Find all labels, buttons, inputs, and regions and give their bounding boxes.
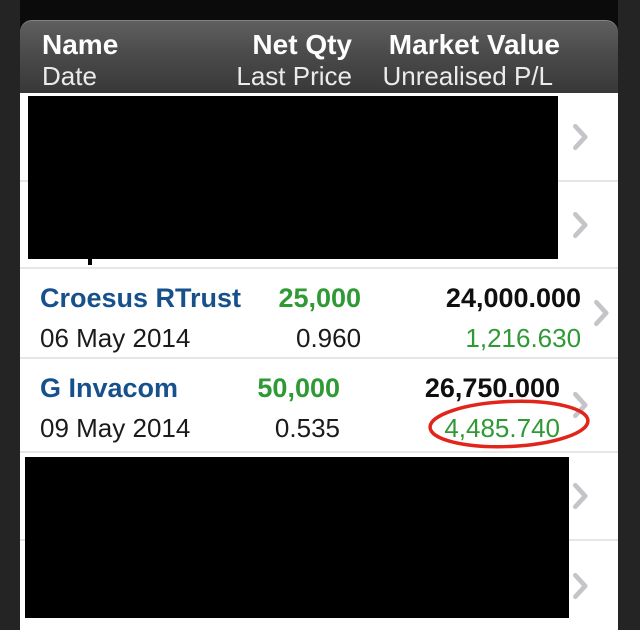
chevron-right-icon <box>573 482 588 510</box>
holding-date: 09 May 2014 <box>40 413 191 443</box>
holdings-list: Croesus RTrust 06 May 2014 25,000 0.960 … <box>20 93 618 630</box>
redaction-block-top <box>28 96 558 259</box>
table-header: Name Date Net Qty Last Price Market Valu… <box>20 20 618 93</box>
net-qty-value: 25,000 <box>278 283 362 313</box>
holding-name: G Invacom <box>40 373 179 403</box>
holding-row-croesus-rtrust[interactable]: Croesus RTrust 06 May 2014 25,000 0.960 … <box>20 269 618 359</box>
column-header-name: Name Date <box>42 28 220 93</box>
chevron-right-icon <box>573 391 588 419</box>
chevron-right-icon <box>573 572 588 599</box>
market-value: 24,000.000 <box>445 283 582 313</box>
net-qty-value: 50,000 <box>257 373 340 403</box>
unrealised-pl-value: 4,485.740 <box>444 413 560 443</box>
column-header-net-qty: Net Qty Last Price <box>220 28 352 93</box>
column-header-last-price-label: Last Price <box>236 61 352 91</box>
holding-date: 06 May 2014 <box>40 323 191 353</box>
holding-row-g-invacom[interactable]: G Invacom 09 May 2014 50,000 0.535 26,75… <box>20 359 618 453</box>
column-header-unrealised-pl-label: Unrealised P/L <box>382 61 553 91</box>
holding-name: Croesus RTrust <box>40 283 242 313</box>
column-header-market-value-label: Market Value <box>388 29 560 60</box>
chevron-right-icon <box>573 123 588 150</box>
chevron-right-icon <box>573 211 588 238</box>
last-price-value: 0.535 <box>274 413 340 443</box>
last-price-value: 0.960 <box>295 323 362 353</box>
market-value: 26,750.000 <box>424 373 560 403</box>
unrealised-pl-value: 1,216.630 <box>465 323 582 353</box>
chevron-right-icon <box>594 299 609 327</box>
redaction-block-top-tick <box>88 259 92 265</box>
column-header-name-label: Name <box>42 29 119 60</box>
column-header-net-qty-label: Net Qty <box>252 29 352 60</box>
column-header-market-value: Market Value Unrealised P/L <box>352 28 560 93</box>
column-header-date-label: Date <box>42 61 97 91</box>
redaction-block-bottom <box>25 457 569 618</box>
column-header-spacer <box>560 28 618 93</box>
